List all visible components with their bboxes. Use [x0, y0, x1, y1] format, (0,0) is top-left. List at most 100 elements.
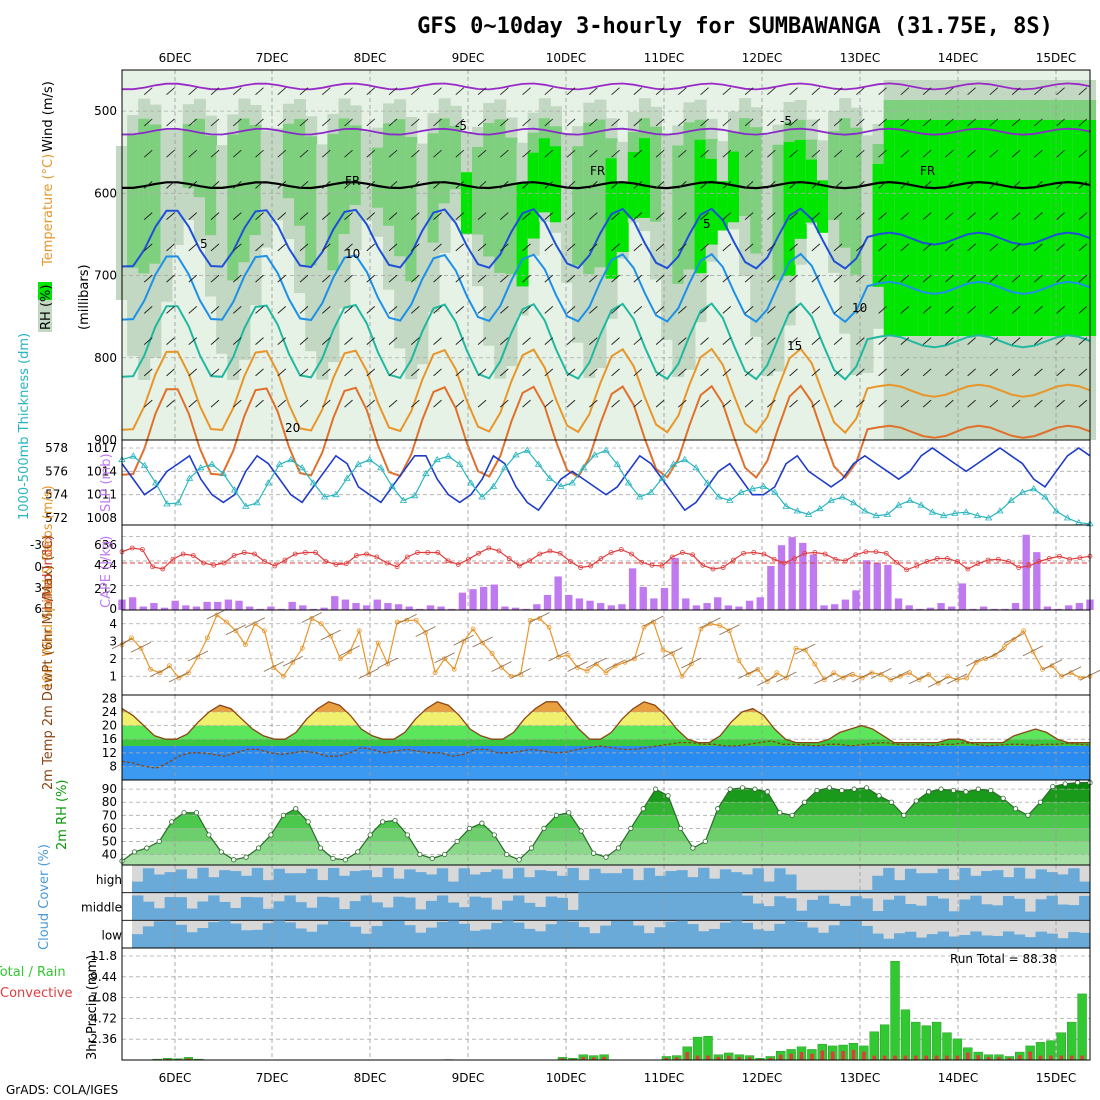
wind-barb	[321, 181, 331, 189]
precip-conv-bar	[830, 1051, 835, 1060]
wind-barb	[166, 274, 175, 283]
thickness-tick-label: 578	[45, 441, 68, 455]
lifted-index-line	[121, 547, 1091, 571]
lifted-index-point	[710, 566, 716, 572]
wind-barb	[522, 87, 531, 96]
wind-barb	[1011, 212, 1021, 220]
wind-barb	[789, 118, 798, 127]
cloud-cover-panel: high middle low	[81, 864, 1091, 949]
thickness-point	[275, 460, 284, 467]
wind-barb	[1011, 399, 1021, 408]
wind-barb	[833, 243, 843, 252]
wind-barb	[433, 368, 442, 377]
cloud-bar	[491, 909, 503, 921]
wind-barb	[967, 181, 976, 189]
cape-bar	[203, 601, 211, 610]
cape-bar	[650, 598, 658, 610]
wind-barb-10m	[757, 675, 778, 686]
rh-band-bright	[727, 151, 740, 223]
cape-bar	[533, 604, 541, 610]
wind-barb	[878, 337, 887, 345]
rh2m-point	[578, 828, 584, 834]
wind-barb	[633, 337, 643, 345]
wind-barb	[633, 87, 643, 96]
cloud-bar	[806, 927, 819, 948]
cape-bar	[139, 606, 147, 610]
cloud-bar	[534, 870, 547, 893]
cloud-bar	[970, 931, 982, 948]
cloud-bar	[872, 911, 884, 921]
lifted-index-point	[231, 553, 237, 558]
wind-barb	[566, 306, 576, 314]
wind-barb	[166, 87, 175, 96]
lifted-index-point	[629, 551, 634, 557]
cloud-bar	[469, 896, 481, 921]
cape-bar	[299, 605, 307, 610]
top-day-label: 8DEC	[354, 51, 387, 65]
lifted-index-point	[486, 545, 492, 551]
lifted-index-point	[751, 550, 757, 555]
lifted-index-point	[150, 564, 155, 570]
wind-barb	[210, 306, 220, 314]
rh-band-bright	[939, 120, 952, 336]
thickness-point	[771, 488, 779, 495]
wind-barb	[945, 212, 954, 220]
rh-band-dark	[739, 118, 752, 217]
wind-barb	[589, 337, 598, 345]
cape-tick-label: 424	[94, 558, 117, 572]
cape-bar	[309, 608, 318, 610]
wind-barb	[321, 212, 331, 220]
wind-barb	[744, 149, 754, 158]
cape-bar	[1011, 603, 1020, 610]
cloud-bar	[360, 870, 372, 893]
rh-band-bright	[638, 138, 651, 218]
wind-barb	[477, 149, 487, 158]
rh-band-bright	[917, 120, 930, 336]
cloud-bar	[774, 923, 786, 948]
cape-bar	[905, 605, 913, 610]
cape-bar	[873, 562, 881, 610]
precip-bar	[890, 961, 900, 1061]
cloud-bar	[817, 932, 830, 948]
wind-barb	[255, 118, 264, 127]
wind-barb	[856, 274, 865, 283]
wind-barb-10m	[301, 612, 322, 623]
wind-barb	[388, 149, 398, 158]
wind-barb	[900, 118, 910, 127]
wind-barb	[700, 243, 709, 252]
cloud-bar	[1079, 932, 1091, 948]
rh2m-point	[392, 817, 398, 824]
wind-barb	[767, 306, 776, 314]
wind-barb	[811, 243, 821, 252]
wind-barb	[366, 243, 376, 252]
thickness-point	[534, 460, 543, 467]
wind-barb	[589, 243, 598, 252]
wind-barb	[900, 274, 910, 283]
cloud-bar	[676, 892, 688, 921]
cloud-bar	[317, 896, 329, 921]
wind-barb	[500, 274, 509, 283]
rh2m-point	[950, 787, 957, 794]
thickness-tick-label: 572	[45, 511, 68, 525]
cape-bar	[1075, 603, 1084, 610]
rh2m-point	[690, 845, 696, 851]
wind-barb	[767, 399, 776, 408]
rh2m-band	[122, 815, 1090, 829]
thickness-point	[939, 511, 948, 519]
cloud-bar	[621, 868, 634, 893]
wind-speed-point	[148, 666, 153, 672]
wind-barb	[967, 368, 976, 377]
cloud-bar	[665, 921, 677, 948]
thickness-point	[816, 504, 824, 512]
rh2m-point	[268, 832, 274, 838]
rh-band-dark	[505, 137, 518, 275]
isotherm-line	[121, 127, 1091, 136]
cloud-bar	[730, 872, 743, 893]
wind-barb	[967, 306, 976, 314]
thickness-point	[410, 492, 419, 499]
rh-band-dark	[249, 124, 262, 236]
wind-barb	[143, 399, 153, 408]
thickness-point	[152, 479, 160, 486]
cloud-bar	[1035, 869, 1047, 893]
cloud-bar	[992, 936, 1004, 948]
